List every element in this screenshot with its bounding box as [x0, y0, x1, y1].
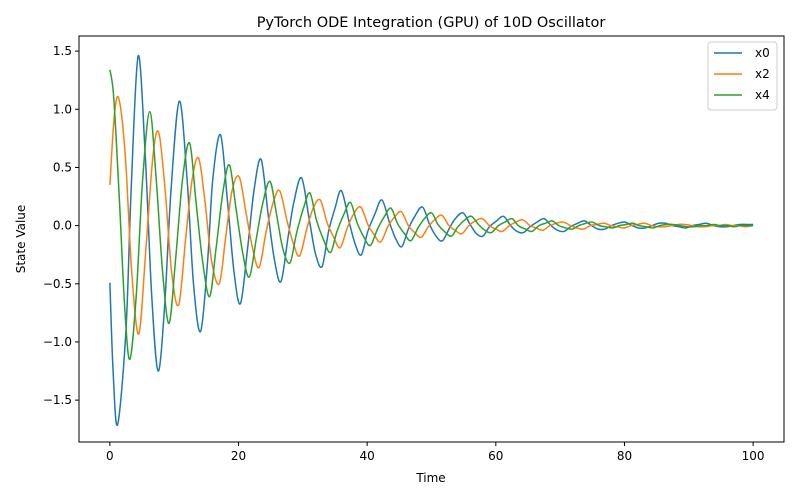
series-group: [109, 55, 754, 427]
x-tick-label: 40: [360, 449, 375, 463]
y-tick-label: 1.5: [53, 44, 72, 58]
series-line-x0: [109, 55, 754, 427]
y-tick-label: 1.0: [53, 102, 72, 116]
x-tick-label: 80: [617, 449, 632, 463]
y-tick-label: −1.5: [43, 393, 72, 407]
x-tick-label: 60: [488, 449, 503, 463]
legend: x0 x2 x4: [707, 41, 778, 111]
x-tick-label: 20: [231, 449, 246, 463]
x-tick-label: 100: [742, 449, 765, 463]
y-tick-label: −0.5: [43, 277, 72, 291]
x-axis-title: Time: [415, 471, 445, 485]
y-tick-label: 0.0: [53, 219, 72, 233]
legend-label-x0: x0: [755, 46, 770, 60]
y-axis-title: State Value: [14, 205, 28, 274]
series-line-x2: [109, 95, 754, 335]
legend-label-x4: x4: [755, 88, 770, 102]
y-tick-label: −1.0: [43, 335, 72, 349]
plot-area-frame: [78, 35, 785, 443]
legend-frame: [707, 41, 778, 111]
y-tick-label: 0.5: [53, 160, 72, 174]
series-line-x4: [109, 69, 754, 361]
legend-label-x2: x2: [755, 67, 770, 81]
chart-title: PyTorch ODE Integration (GPU) of 10D Osc…: [257, 15, 606, 31]
x-axis: 0 20 40 60 80 100: [106, 442, 765, 463]
y-axis: −1.5 −1.0 −0.5 0.0 0.5 1.0 1.5: [43, 44, 79, 407]
x-tick-label: 0: [106, 449, 114, 463]
